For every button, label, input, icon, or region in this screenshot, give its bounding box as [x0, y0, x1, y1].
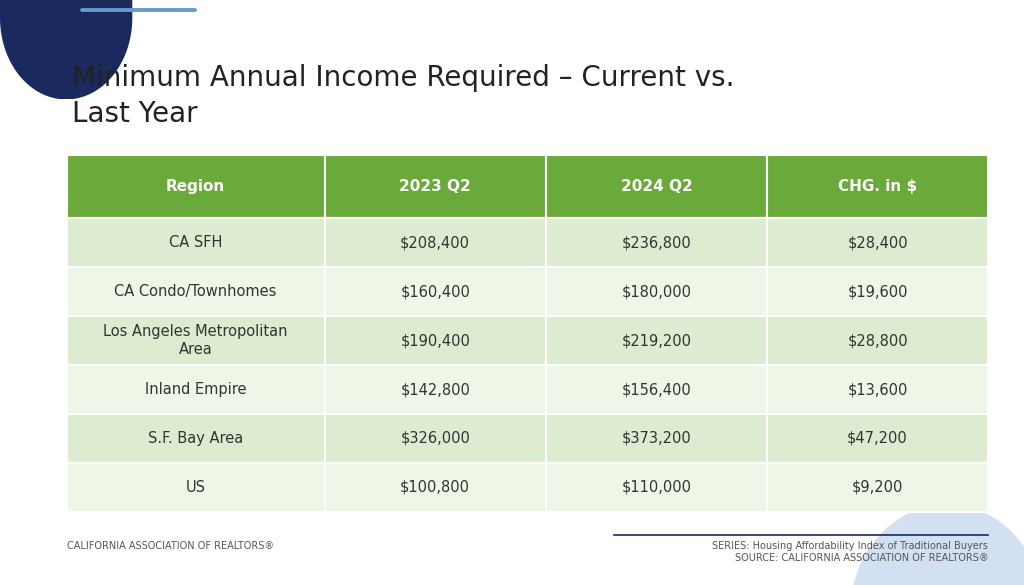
Text: 2024 Q2: 2024 Q2 — [621, 179, 692, 194]
Text: $13,600: $13,600 — [848, 382, 907, 397]
Text: S.F. Bay Area: S.F. Bay Area — [147, 431, 244, 446]
Text: Minimum Annual Income Required – Current vs.
Last Year: Minimum Annual Income Required – Current… — [72, 64, 734, 128]
Text: $236,800: $236,800 — [622, 235, 691, 250]
Text: Region: Region — [166, 179, 225, 194]
Polygon shape — [850, 504, 1024, 585]
Text: $373,200: $373,200 — [622, 431, 691, 446]
Text: $110,000: $110,000 — [622, 480, 691, 495]
Text: $47,200: $47,200 — [847, 431, 908, 446]
Text: $208,400: $208,400 — [400, 235, 470, 250]
Text: Inland Empire: Inland Empire — [144, 382, 247, 397]
Text: $219,200: $219,200 — [622, 333, 691, 348]
Text: CALIFORNIA ASSOCIATION OF REALTORS®: CALIFORNIA ASSOCIATION OF REALTORS® — [67, 541, 273, 551]
Text: $9,200: $9,200 — [852, 480, 903, 495]
Text: US: US — [185, 480, 206, 495]
Polygon shape — [0, 0, 132, 99]
Text: $142,800: $142,800 — [400, 382, 470, 397]
Text: CHG. in $: CHG. in $ — [838, 179, 918, 194]
Text: $160,400: $160,400 — [400, 284, 470, 299]
Text: $28,400: $28,400 — [847, 235, 908, 250]
Text: $19,600: $19,600 — [847, 284, 908, 299]
Text: SERIES: Housing Affordability Index of Traditional Buyers
SOURCE: CALIFORNIA ASS: SERIES: Housing Affordability Index of T… — [713, 541, 988, 563]
Text: CA SFH: CA SFH — [169, 235, 222, 250]
Text: Los Angeles Metropolitan
Area: Los Angeles Metropolitan Area — [103, 324, 288, 357]
Text: $180,000: $180,000 — [622, 284, 691, 299]
Text: $326,000: $326,000 — [400, 431, 470, 446]
Text: $28,800: $28,800 — [847, 333, 908, 348]
Text: $190,400: $190,400 — [400, 333, 470, 348]
Text: $156,400: $156,400 — [622, 382, 691, 397]
Text: CA Condo/Townhomes: CA Condo/Townhomes — [115, 284, 276, 299]
Text: 2023 Q2: 2023 Q2 — [399, 179, 471, 194]
Text: $100,800: $100,800 — [400, 480, 470, 495]
